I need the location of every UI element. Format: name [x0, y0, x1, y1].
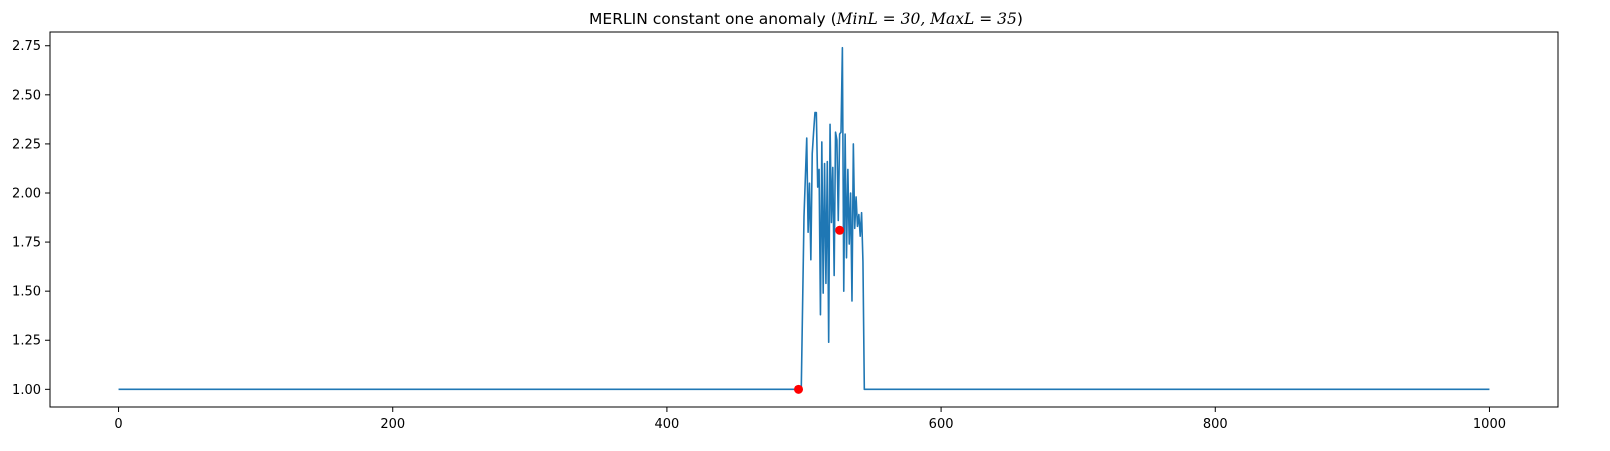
y-tick-label: 1.75	[12, 236, 41, 251]
y-tick-label: 2.25	[12, 137, 41, 152]
series-line-0	[118, 46, 1490, 391]
x-tick-label: 400	[654, 417, 679, 432]
y-axis: 1.00 1.25 1.50 1.75 2.00 2.25 2.50 2.75	[12, 39, 50, 398]
x-tick-label: 200	[380, 417, 405, 432]
y-tick-label: 1.00	[12, 383, 41, 398]
chart-title-prefix: MERLIN constant one anomaly (	[589, 10, 837, 28]
y-tick-label: 2.00	[12, 186, 41, 201]
chart-title-math: MinL = 30, MaxL = 35	[836, 10, 1017, 28]
x-tick-label: 800	[1203, 417, 1228, 432]
x-tick-label: 0	[114, 417, 122, 432]
y-tick-label: 2.50	[12, 88, 41, 103]
x-tick-label: 1000	[1473, 417, 1506, 432]
x-axis: 0 200 400 600 800 1000	[114, 407, 1506, 432]
y-tick-label: 2.75	[12, 39, 41, 54]
y-tick-label: 1.25	[12, 334, 41, 349]
chart-title-suffix: )	[1017, 10, 1023, 28]
x-tick-label: 600	[929, 417, 954, 432]
axes-frame	[49, 31, 1559, 408]
chart-title: MERLIN constant one anomaly (MinL = 30, …	[589, 10, 1023, 28]
anomaly-marker	[794, 384, 804, 394]
plot-area	[118, 46, 1490, 394]
y-tick-label: 1.50	[12, 285, 41, 300]
anomaly-marker	[835, 225, 845, 235]
